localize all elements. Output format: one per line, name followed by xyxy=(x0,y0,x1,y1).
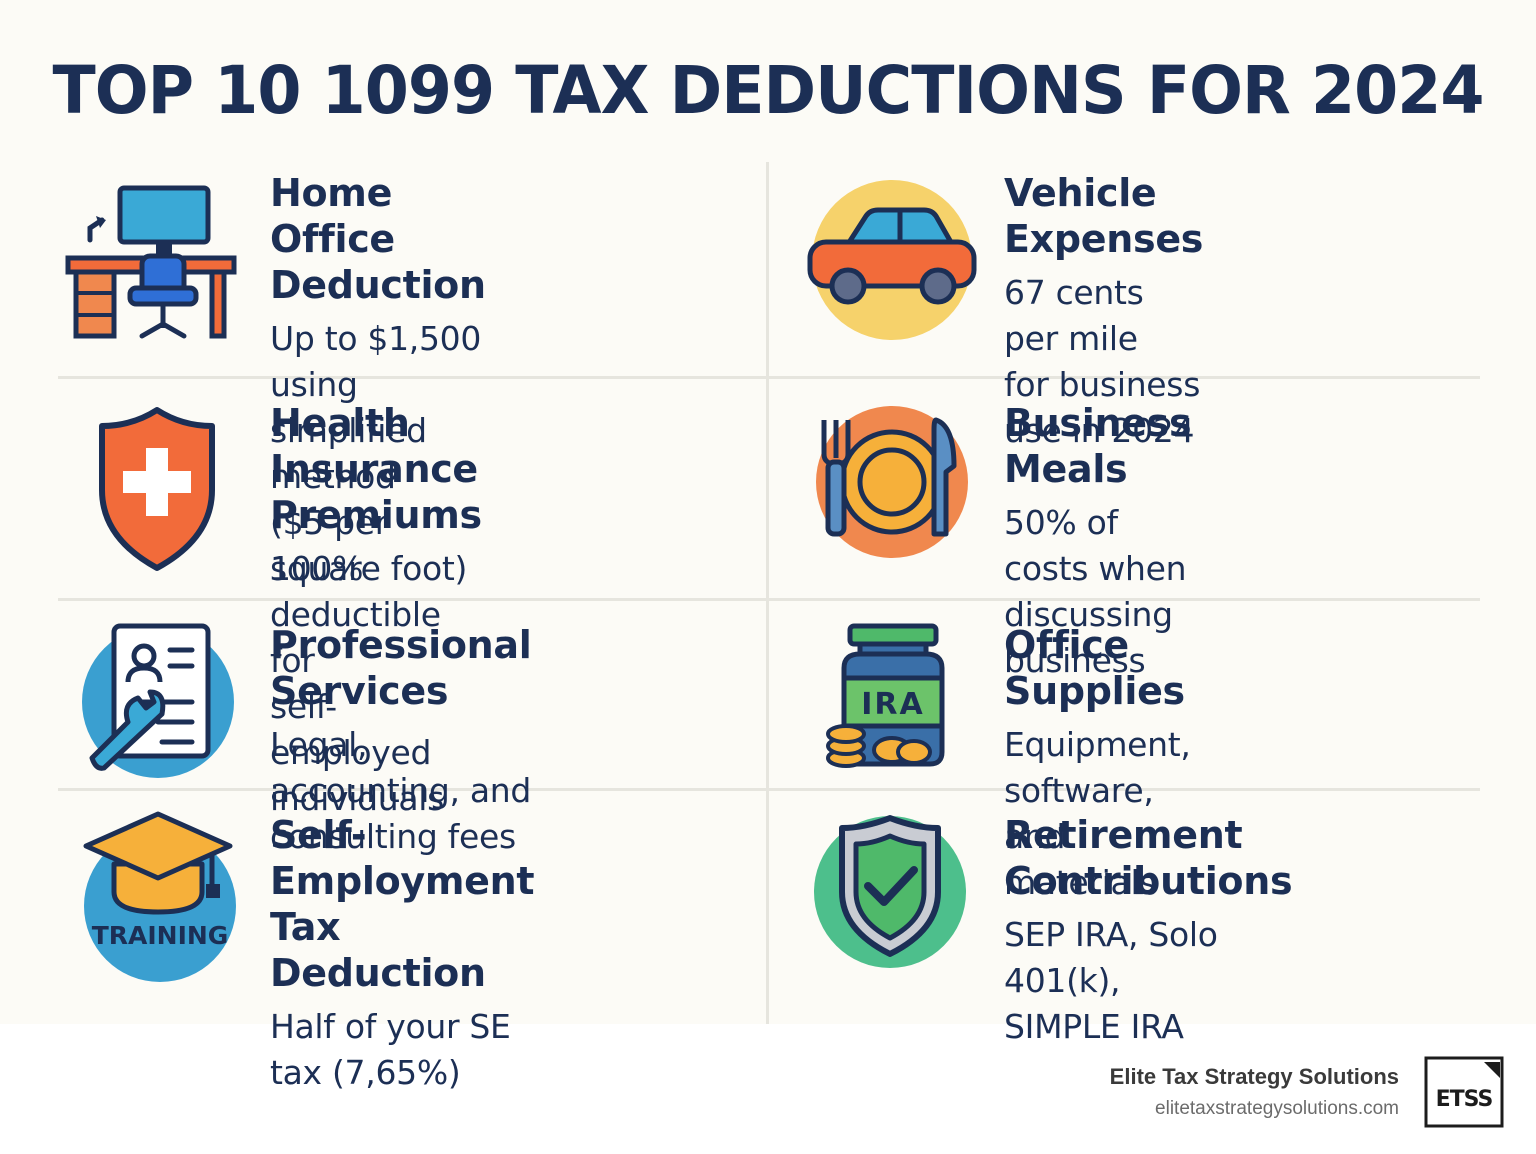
deduction-description: 50% of costs when discussing business xyxy=(1004,503,1187,680)
deduction-description: SEP IRA, Solo 401(k), SIMPLE IRA xyxy=(1004,915,1218,1046)
deduction-description: Half of your SE tax (7,65%) xyxy=(270,1007,511,1092)
deduction-description: Equipment, software, and materials xyxy=(1004,725,1191,902)
deduction-heading: Retirement Contributions xyxy=(1004,813,1293,903)
training-label: TRAINING xyxy=(92,921,229,950)
footer-company-name: Elite Tax Strategy Solutions xyxy=(1109,1064,1399,1089)
deduction-description: 100% deductible for self-employed indivi… xyxy=(270,549,445,818)
graduation-cap-icon: TRAINING xyxy=(62,808,252,998)
logo-text: ETSS xyxy=(1436,1087,1493,1112)
plate-utensils-icon xyxy=(796,400,986,590)
desk-computer-icon xyxy=(62,170,252,360)
deduction-heading: Home Office Deduction xyxy=(270,171,486,307)
deduction-heading: Office Supplies xyxy=(1004,623,1185,713)
shield-cross-icon xyxy=(62,400,252,590)
row-divider xyxy=(58,788,1480,791)
deduction-description: Legal, accounting, and consulting fees xyxy=(270,725,532,856)
company-logo: ETSS xyxy=(1424,1056,1504,1128)
deduction-heading: Health Insurance Premiums xyxy=(270,401,482,537)
deduction-description: Up to $1,500 using simplified method ($5… xyxy=(270,319,482,588)
ira-label: IRA xyxy=(861,687,924,722)
column-divider xyxy=(766,162,769,1024)
deduction-heading: Vehicle Expenses xyxy=(1004,171,1204,261)
ira-jar-icon: IRA xyxy=(796,620,986,810)
deduction-heading: Professional Services xyxy=(270,623,532,713)
car-icon xyxy=(796,168,986,358)
footer-url[interactable]: elitetaxstrategysolutions.com xyxy=(1155,1098,1399,1119)
shield-check-icon xyxy=(796,808,986,998)
row-divider xyxy=(58,376,1480,379)
deduction-description: 67 cents per mile for business use in 20… xyxy=(1004,273,1201,450)
document-wrench-icon xyxy=(62,618,252,808)
deduction-heading: Business Meals xyxy=(1004,401,1192,491)
deduction-heading: Self-Employment Tax Deduction xyxy=(270,813,535,995)
page-title: TOP 10 1099 TAX DEDUCTIONS FOR 2024 xyxy=(52,52,1485,129)
row-divider xyxy=(58,598,1480,601)
